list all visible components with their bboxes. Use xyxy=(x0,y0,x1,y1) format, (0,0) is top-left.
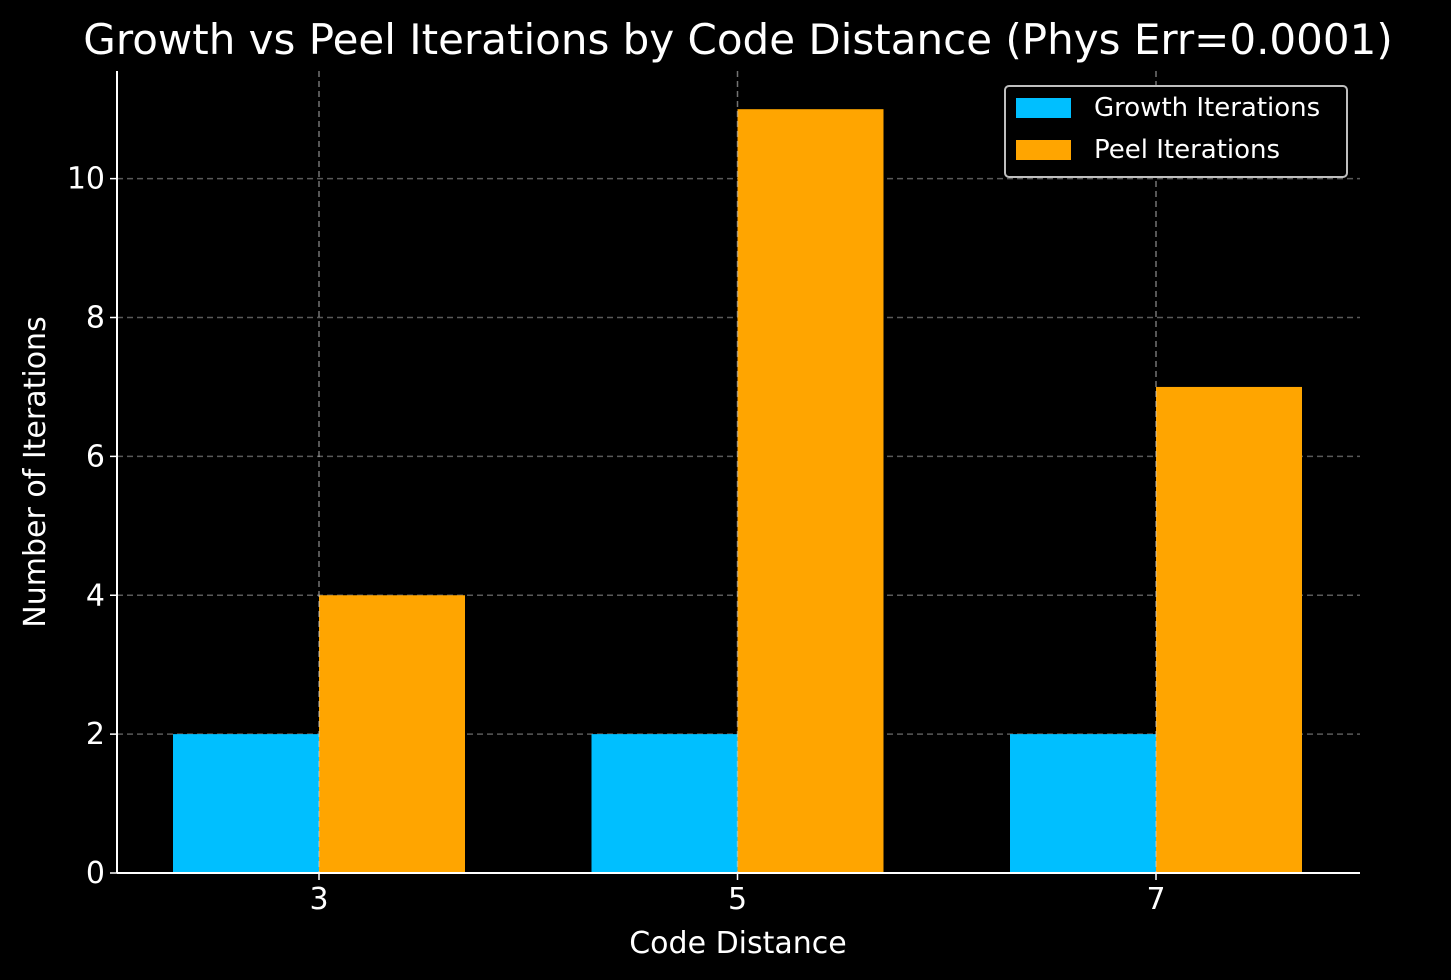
legend-label-growth: Growth Iterations xyxy=(1094,93,1320,123)
y-tick-label: 4 xyxy=(86,578,105,613)
y-tick-label: 2 xyxy=(86,717,105,752)
x-tick-label: 5 xyxy=(728,882,747,917)
x-axis-label: Code Distance xyxy=(629,926,847,961)
bar-growth-iterations xyxy=(591,734,738,873)
bar-peel-iterations xyxy=(1156,386,1302,873)
chart-title: Growth vs Peel Iterations by Code Distan… xyxy=(83,15,1392,64)
y-tick-label: 8 xyxy=(86,301,105,336)
y-tick-label: 6 xyxy=(86,439,105,474)
bar-growth-iterations xyxy=(1010,734,1156,873)
legend-label-peel: Peel Iterations xyxy=(1094,135,1280,165)
x-tick-label: 3 xyxy=(309,882,328,917)
bar-growth-iterations xyxy=(173,734,319,873)
legend-swatch-peel xyxy=(1016,140,1071,160)
x-tick-label: 7 xyxy=(1146,882,1165,917)
legend: Growth Iterations Peel Iterations xyxy=(1004,85,1348,178)
legend-swatch-growth xyxy=(1016,98,1071,118)
bar-peel-iterations xyxy=(319,595,465,873)
legend-frame xyxy=(1004,85,1348,178)
tick-labels: 0 2 4 6 8 10 3 5 7 xyxy=(67,162,1166,917)
bar-peel-iterations xyxy=(737,109,884,873)
bars xyxy=(173,109,1302,873)
y-tick-label: 0 xyxy=(86,856,105,891)
y-tick-label: 10 xyxy=(67,162,105,197)
y-axis-label: Number of Iterations xyxy=(18,316,53,627)
axes xyxy=(110,71,1360,880)
vertical-grid-lines xyxy=(318,71,1157,873)
